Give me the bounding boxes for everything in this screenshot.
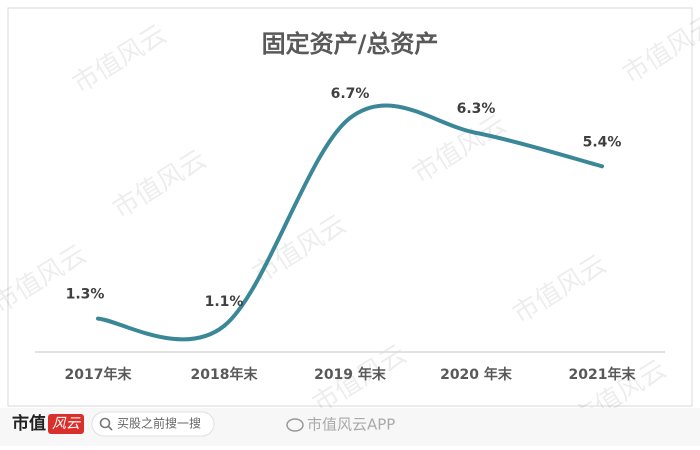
x-tick-label: 2018年末	[191, 366, 259, 383]
search-icon	[107, 425, 113, 431]
x-tick-label: 2020 年末	[440, 366, 513, 383]
weibo-icon	[286, 418, 304, 432]
data-label: 5.4%	[583, 134, 622, 150]
data-label: 6.3%	[457, 101, 496, 117]
search-text: 买股之前搜一搜	[117, 416, 201, 431]
data-label: 1.3%	[66, 287, 105, 303]
data-label: 1.1%	[205, 294, 244, 310]
footer-logo: 市值	[12, 413, 46, 434]
chart-title: 固定资产/总资产	[262, 30, 439, 58]
search-icon	[99, 417, 111, 429]
line	[96, 103, 604, 342]
plot: 2017年末 1.3% 2018年末 1.1% 2019 年末 6.7% 2020 年末 6.…	[65, 86, 637, 383]
data-label: 6.7%	[331, 86, 370, 102]
logo-box	[48, 414, 84, 434]
footer-logo: 风云	[52, 416, 81, 432]
search-box[interactable]	[91, 411, 215, 437]
x-tick-label: 2017年末	[65, 366, 133, 383]
footer-app: 市值风云APP	[307, 416, 395, 434]
x-tick-label: 2019 年末	[314, 366, 387, 383]
x-tick-label: 2021年末	[569, 366, 637, 383]
chart-frame	[7, 7, 693, 407]
